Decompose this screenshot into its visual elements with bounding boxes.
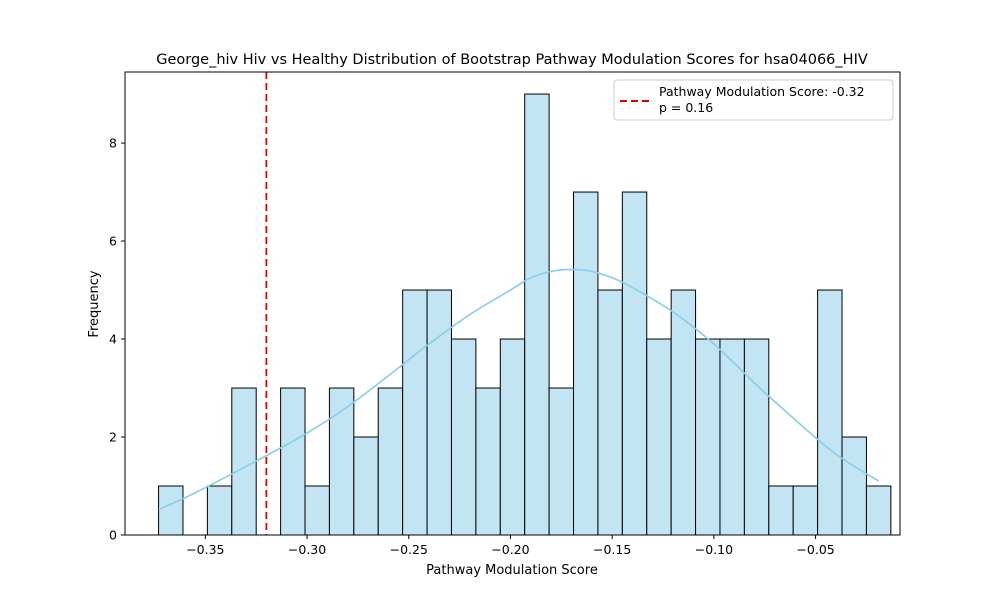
x-tick-label: −0.15 [593, 542, 631, 557]
histogram-bar [158, 485, 184, 536]
histogram-bar [328, 387, 355, 536]
histogram-bar [817, 289, 843, 536]
histogram-bar [304, 485, 330, 536]
y-tick-label: 6 [109, 234, 117, 249]
x-axis-ticks: −0.35 −0.30 −0.25 −0.20 −0.15 −0.10 −0.05 [186, 535, 835, 557]
x-tick-label: −0.35 [186, 542, 224, 557]
histogram-bar [231, 387, 257, 536]
histogram-bar [450, 338, 477, 536]
histogram-bar [768, 485, 794, 536]
histogram-bar [621, 191, 648, 536]
y-tick-label: 4 [109, 332, 117, 347]
histogram-bar [573, 191, 599, 536]
x-tick-label: −0.05 [796, 542, 834, 557]
y-tick-label: 2 [109, 430, 117, 445]
histogram-bar [206, 485, 233, 536]
histogram-bar [499, 338, 526, 536]
histogram-bar [402, 289, 428, 536]
kde-curve-group [158, 268, 880, 511]
y-tick-label: 0 [109, 528, 117, 543]
x-axis-label: Pathway Modulation Score [426, 563, 598, 578]
histogram-bar [695, 338, 721, 536]
plot-frame [124, 71, 901, 536]
chart-title: George_hiv Hiv vs Healthy Distribution o… [156, 52, 868, 68]
histogram-bar [841, 436, 867, 536]
kde-curve [158, 268, 880, 511]
y-axis-label: Frequency [87, 270, 102, 337]
histogram-bar [280, 387, 306, 536]
histogram-bar [548, 387, 575, 536]
histogram-bar [865, 485, 892, 536]
histogram-bar [475, 387, 501, 536]
legend: Pathway Modulation Score: -0.32 p = 0.16 [613, 79, 894, 121]
legend-box [613, 79, 894, 121]
histogram-bar [670, 289, 697, 536]
histogram-bars [158, 93, 892, 536]
histogram-bar [743, 338, 770, 536]
histogram-bar [792, 485, 819, 536]
legend-label-pvalue: p = 0.16 [659, 100, 713, 115]
x-tick-label: −0.25 [390, 542, 428, 557]
histogram-bar [597, 289, 623, 536]
x-tick-label: −0.10 [695, 542, 733, 557]
y-tick-label: 8 [109, 136, 117, 151]
histogram-bar [646, 338, 672, 536]
legend-label-score: Pathway Modulation Score: -0.32 [659, 84, 865, 99]
histogram-bar [426, 289, 452, 536]
histogram-bar [719, 338, 745, 536]
x-tick-label: −0.20 [491, 542, 529, 557]
histogram-bar [524, 93, 550, 536]
y-axis-ticks: 0 2 4 6 8 [109, 136, 125, 543]
x-tick-label: −0.30 [288, 542, 326, 557]
histogram-bar [377, 387, 404, 536]
histogram-bar [353, 436, 379, 536]
